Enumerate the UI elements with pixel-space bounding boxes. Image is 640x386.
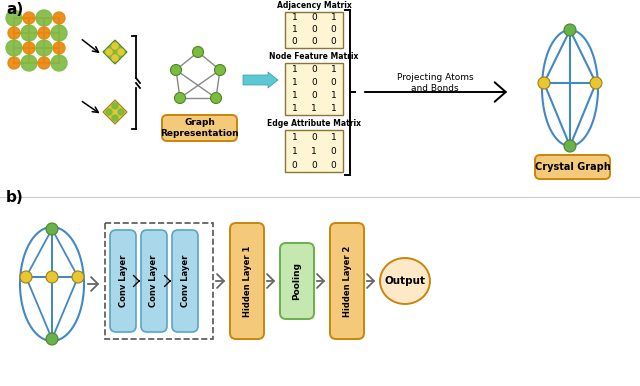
Circle shape bbox=[21, 25, 37, 41]
Text: 1: 1 bbox=[292, 25, 298, 34]
Text: 1: 1 bbox=[330, 132, 336, 142]
FancyBboxPatch shape bbox=[535, 155, 610, 179]
Text: b): b) bbox=[6, 190, 24, 205]
Text: 1: 1 bbox=[292, 147, 298, 156]
FancyBboxPatch shape bbox=[230, 223, 264, 339]
Text: 0: 0 bbox=[311, 91, 317, 100]
Circle shape bbox=[214, 64, 225, 76]
Text: 1: 1 bbox=[330, 104, 336, 113]
Circle shape bbox=[46, 333, 58, 345]
Text: 0: 0 bbox=[311, 37, 317, 46]
FancyBboxPatch shape bbox=[330, 223, 364, 339]
Circle shape bbox=[38, 57, 50, 69]
Circle shape bbox=[36, 10, 52, 26]
Text: 0: 0 bbox=[311, 78, 317, 87]
FancyBboxPatch shape bbox=[141, 230, 167, 332]
Circle shape bbox=[51, 25, 67, 41]
Text: 1: 1 bbox=[311, 104, 317, 113]
Circle shape bbox=[51, 55, 67, 71]
Circle shape bbox=[118, 109, 124, 115]
Text: Conv Layer: Conv Layer bbox=[118, 255, 127, 307]
Polygon shape bbox=[103, 100, 127, 124]
Text: 1: 1 bbox=[292, 14, 298, 22]
Circle shape bbox=[46, 223, 58, 235]
FancyBboxPatch shape bbox=[162, 115, 237, 141]
Text: 0: 0 bbox=[311, 65, 317, 74]
Text: 0: 0 bbox=[330, 161, 336, 169]
Text: a): a) bbox=[6, 2, 23, 17]
Text: 0: 0 bbox=[330, 37, 336, 46]
Text: Node Feature Matrix: Node Feature Matrix bbox=[269, 52, 358, 61]
Text: 1: 1 bbox=[292, 65, 298, 74]
Text: Hidden Layer 1: Hidden Layer 1 bbox=[243, 245, 252, 317]
Text: Projecting Atoms
and Bonds: Projecting Atoms and Bonds bbox=[397, 73, 474, 93]
Circle shape bbox=[112, 55, 118, 61]
Text: 0: 0 bbox=[311, 132, 317, 142]
Circle shape bbox=[106, 109, 112, 115]
Text: 1: 1 bbox=[311, 147, 317, 156]
Bar bbox=[285, 63, 343, 115]
Text: 0: 0 bbox=[311, 14, 317, 22]
Circle shape bbox=[112, 115, 118, 121]
Circle shape bbox=[106, 49, 112, 55]
Text: 0: 0 bbox=[292, 161, 298, 169]
Circle shape bbox=[538, 77, 550, 89]
FancyArrow shape bbox=[243, 72, 278, 88]
Circle shape bbox=[6, 40, 22, 56]
Ellipse shape bbox=[380, 258, 430, 304]
Text: 0: 0 bbox=[311, 25, 317, 34]
Circle shape bbox=[23, 12, 35, 24]
Circle shape bbox=[175, 93, 186, 103]
Circle shape bbox=[564, 24, 576, 36]
Text: 0: 0 bbox=[330, 78, 336, 87]
FancyBboxPatch shape bbox=[280, 243, 314, 319]
Text: 1: 1 bbox=[292, 132, 298, 142]
Circle shape bbox=[20, 271, 32, 283]
FancyBboxPatch shape bbox=[110, 230, 136, 332]
Bar bbox=[285, 130, 343, 172]
Bar bbox=[105, 223, 213, 339]
Bar bbox=[285, 12, 343, 48]
Circle shape bbox=[564, 140, 576, 152]
Text: Edge Attribute Matrix: Edge Attribute Matrix bbox=[267, 119, 361, 128]
Circle shape bbox=[53, 42, 65, 54]
Text: Conv Layer: Conv Layer bbox=[180, 255, 189, 307]
Circle shape bbox=[8, 27, 20, 39]
Text: Output: Output bbox=[385, 276, 426, 286]
Circle shape bbox=[211, 93, 221, 103]
Circle shape bbox=[112, 103, 118, 109]
Circle shape bbox=[8, 57, 20, 69]
Text: 1: 1 bbox=[330, 14, 336, 22]
Text: Hidden Layer 2: Hidden Layer 2 bbox=[342, 245, 351, 317]
Circle shape bbox=[21, 55, 37, 71]
Circle shape bbox=[72, 271, 84, 283]
Text: 0: 0 bbox=[330, 147, 336, 156]
Text: Graph
Representation: Graph Representation bbox=[160, 118, 239, 138]
Text: Crystal Graph: Crystal Graph bbox=[534, 162, 611, 172]
Text: 1: 1 bbox=[292, 104, 298, 113]
Text: 0: 0 bbox=[311, 161, 317, 169]
FancyBboxPatch shape bbox=[172, 230, 198, 332]
Circle shape bbox=[38, 27, 50, 39]
Circle shape bbox=[118, 49, 124, 55]
Text: Conv Layer: Conv Layer bbox=[150, 255, 159, 307]
Text: 1: 1 bbox=[292, 91, 298, 100]
Text: Pooling: Pooling bbox=[292, 262, 301, 300]
Circle shape bbox=[6, 10, 22, 26]
Text: Adjacency Matrix: Adjacency Matrix bbox=[276, 1, 351, 10]
Circle shape bbox=[53, 12, 65, 24]
Text: 1: 1 bbox=[330, 91, 336, 100]
Circle shape bbox=[590, 77, 602, 89]
Circle shape bbox=[112, 43, 118, 49]
Circle shape bbox=[170, 64, 182, 76]
Circle shape bbox=[36, 40, 52, 56]
Circle shape bbox=[46, 271, 58, 283]
Polygon shape bbox=[103, 40, 127, 64]
Circle shape bbox=[23, 42, 35, 54]
Text: 0: 0 bbox=[330, 25, 336, 34]
Text: 0: 0 bbox=[292, 37, 298, 46]
Circle shape bbox=[193, 46, 204, 58]
Text: 1: 1 bbox=[292, 78, 298, 87]
Text: 1: 1 bbox=[330, 65, 336, 74]
